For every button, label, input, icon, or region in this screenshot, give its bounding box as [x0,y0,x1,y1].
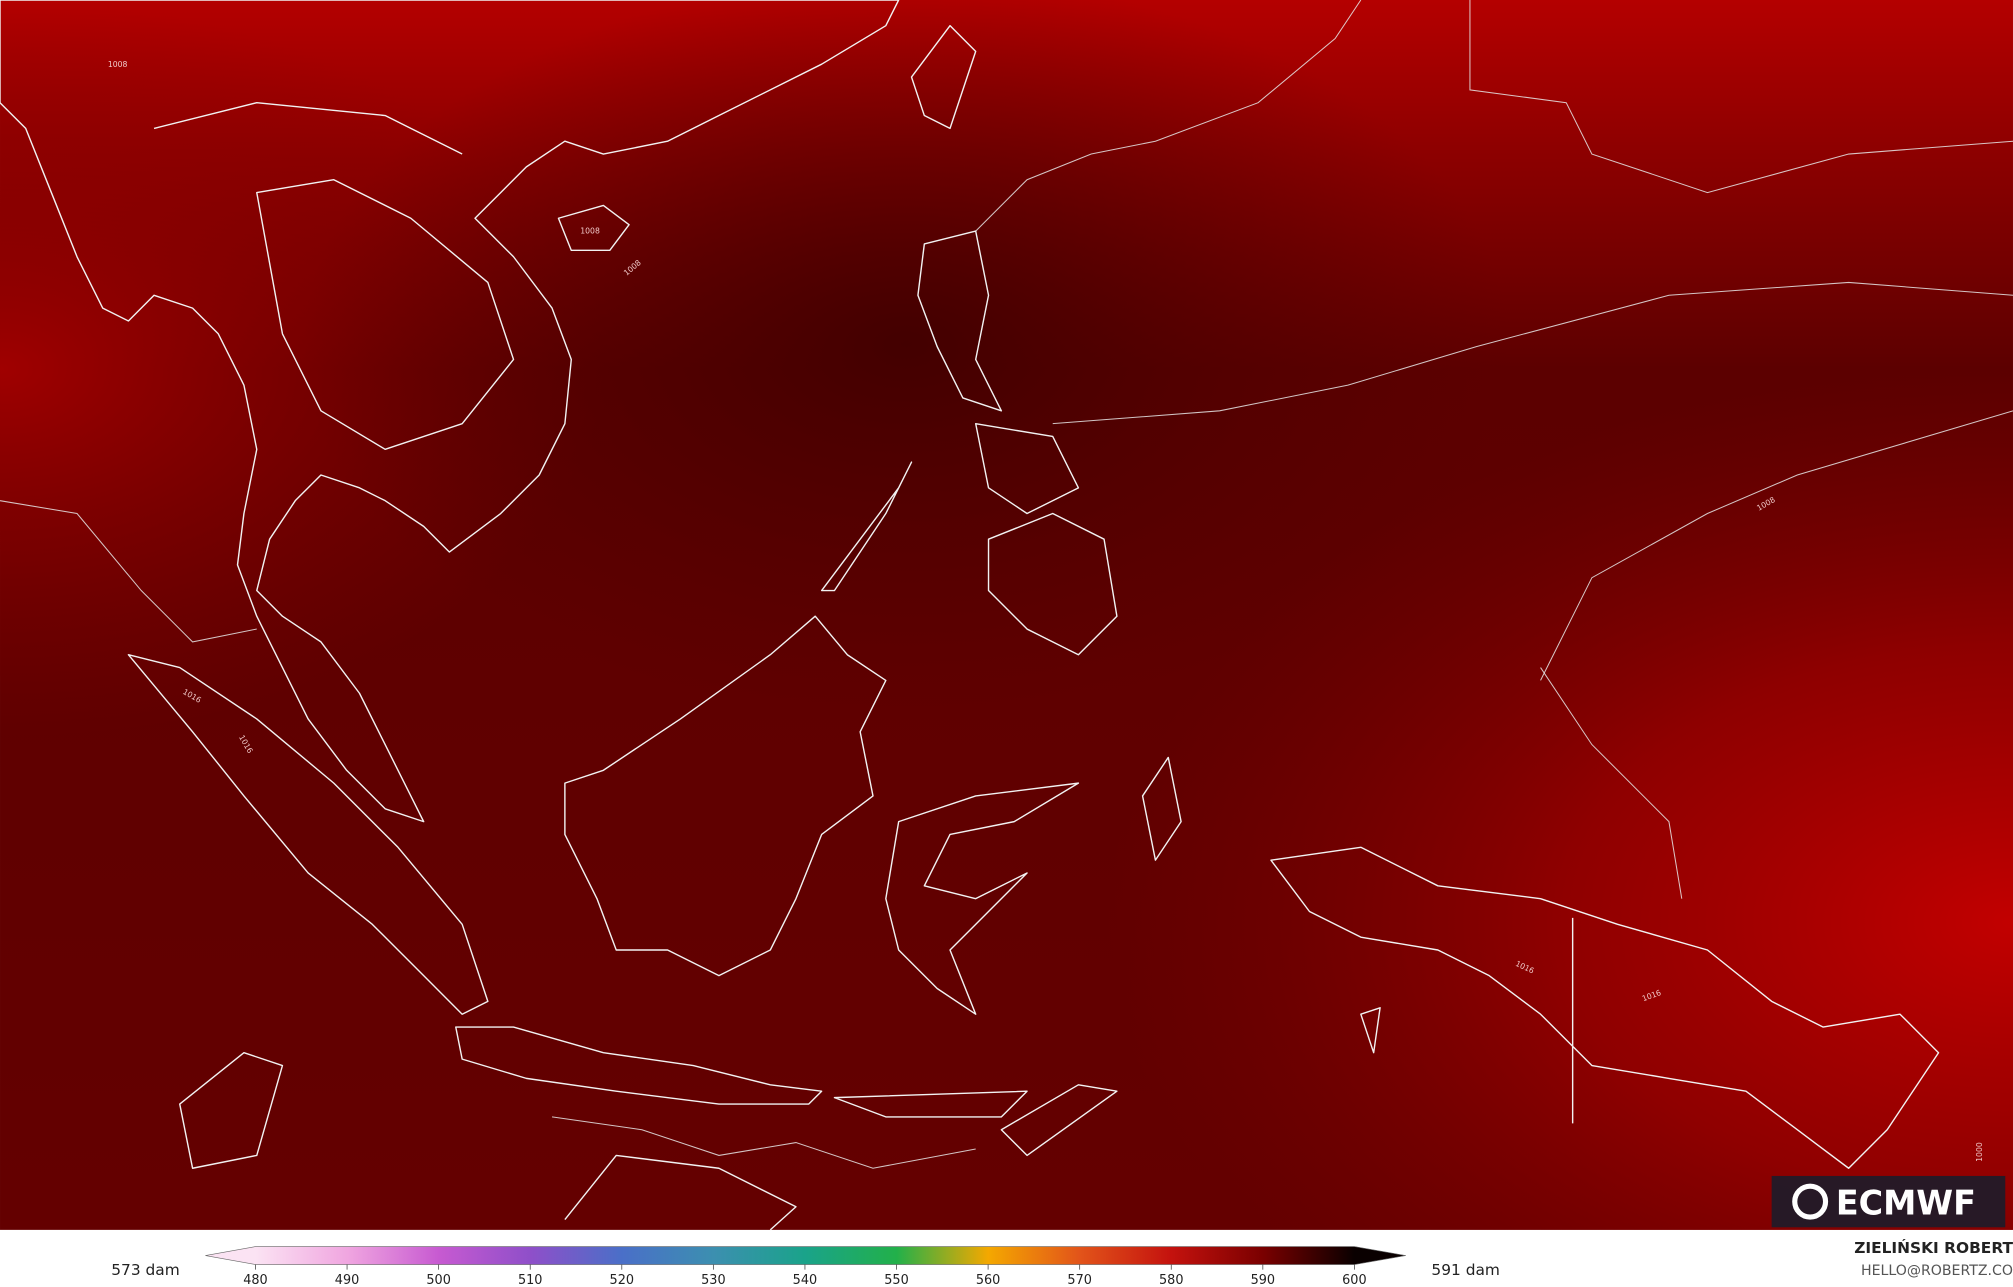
contour-label: 1008 [580,227,600,236]
colorbar-min-label: 573 dam [111,1261,179,1279]
colorbar-max-label: 591 dam [1431,1261,1499,1279]
colorbar-tick-label: 490 [335,1273,359,1287]
colorbar: 573 dam 591 dam 480 490 500 510 520 530 540 550… [111,1246,1500,1287]
colorbar-tick-label: 560 [976,1273,1000,1287]
colorbar-tick-label: 510 [518,1273,543,1287]
colorbar-tick-label: 480 [243,1273,268,1287]
credit-email: HELLO@ROBERTZ.CO [1861,1263,2013,1279]
colorbar-tick-label: 530 [701,1273,726,1287]
logo-icon [1792,1183,1829,1220]
contour-label: 1000 [1975,1142,1984,1162]
colorbar-tick-label: 570 [1067,1273,1092,1287]
colorbar-tick-label: 590 [1251,1273,1276,1287]
colorbar-tick-label: 600 [1342,1273,1367,1287]
credit-author: ZIELIŃSKI ROBERT [1854,1238,2013,1257]
map: 1008 1008 1008 1008 1016 1016 1016 1016 … [0,0,2013,1231]
colorbar-tick-label: 520 [610,1273,635,1287]
isobars [0,0,2013,1169]
field-core [0,0,2013,1230]
colorbar-tick-label: 580 [1159,1273,1184,1287]
contour-label: 1008 [108,60,128,69]
logo: ECMWF [1771,1175,2006,1228]
logo-text: ECMWF [1836,1183,1976,1222]
colorbar-tick-label: 550 [884,1273,909,1287]
colorbar-bar [205,1246,1406,1265]
coastlines [0,0,1940,1231]
colorbar-tick-label: 540 [793,1273,818,1287]
colorbar-tick-label: 500 [426,1273,451,1287]
